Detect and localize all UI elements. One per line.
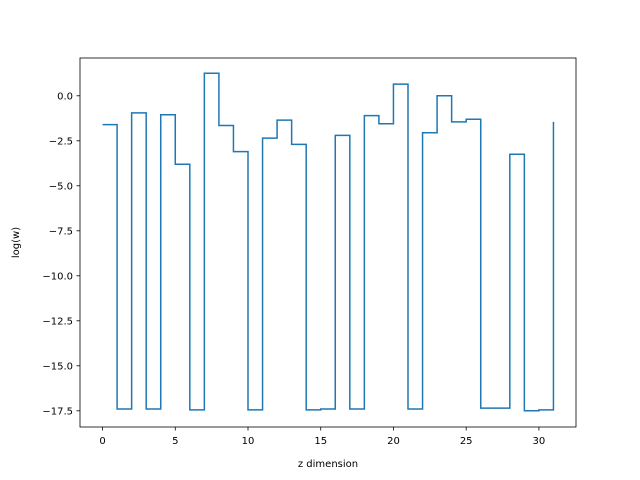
- x-tick-label: 25: [460, 436, 473, 447]
- x-tick-label: 10: [242, 436, 255, 447]
- y-tick-label: −5.0: [49, 181, 73, 192]
- x-tick-label: 15: [314, 436, 327, 447]
- y-axis-label: log(w): [11, 227, 22, 258]
- x-axis-ticks: 0 5 10 15 20 25 30: [99, 427, 545, 447]
- x-tick-label: 0: [99, 436, 105, 447]
- x-tick-label: 30: [533, 436, 546, 447]
- x-axis-label: z dimension: [298, 459, 358, 470]
- y-tick-label: −12.5: [42, 316, 73, 327]
- series-layer: [102, 72, 555, 412]
- y-axis-ticks: 0.0 −2.5 −5.0 −7.5 −10.0 −12.5 −15.0 −17.5: [42, 91, 80, 417]
- series-line-0: [102, 72, 555, 412]
- x-tick-label: 20: [387, 436, 400, 447]
- y-tick-label: −7.5: [49, 226, 73, 237]
- y-tick-label: −2.5: [49, 136, 73, 147]
- plot-frame: [79, 57, 577, 428]
- y-tick-label: −10.0: [42, 271, 73, 282]
- x-tick-label: 5: [172, 436, 178, 447]
- plot-background: [80, 58, 576, 427]
- y-tick-label: −17.5: [42, 406, 73, 417]
- y-tick-label: 0.0: [57, 91, 73, 102]
- y-tick-label: −15.0: [42, 361, 73, 372]
